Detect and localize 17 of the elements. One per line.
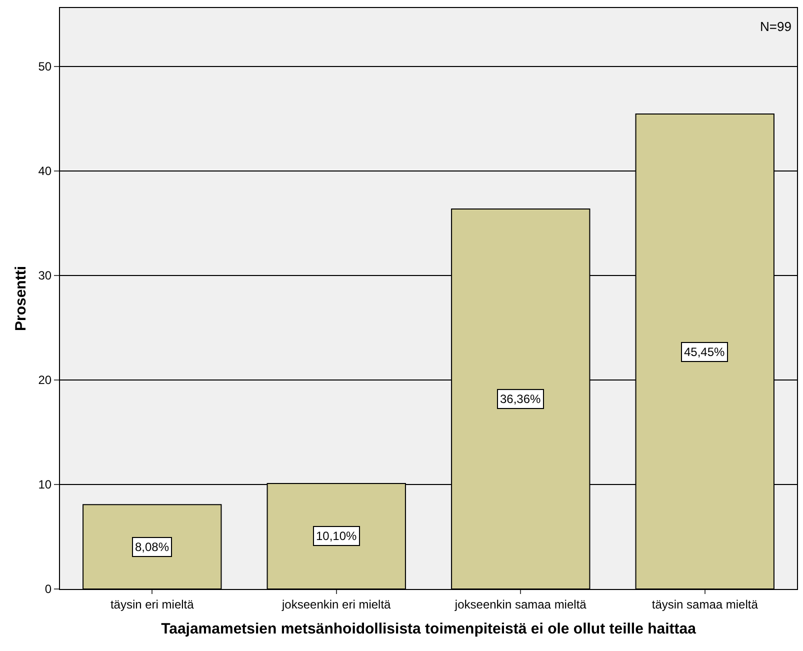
y-axis-title: Prosentti bbox=[12, 266, 30, 332]
y-tick-label: 0 bbox=[44, 582, 52, 596]
x-tick-label: jokseenkin eri mieltä bbox=[281, 597, 392, 612]
y-tick-label: 40 bbox=[38, 164, 52, 178]
annotation: N=99 bbox=[760, 19, 792, 34]
data-label: 10,10% bbox=[316, 529, 358, 543]
x-axis-title: Taajamametsien metsänhoidollisista toimenpiteistä ei ole ollut teille haittaa bbox=[161, 620, 697, 638]
x-tick-label: täysin samaa mieltä bbox=[652, 597, 758, 612]
y-tick-label: 20 bbox=[38, 373, 52, 388]
data-label: 8,08% bbox=[135, 540, 170, 554]
y-tick-label: 50 bbox=[38, 60, 52, 74]
data-label: 45,45% bbox=[684, 345, 726, 359]
y-tick-label: 30 bbox=[38, 268, 52, 283]
x-tick-label: täysin eri mieltä bbox=[110, 597, 194, 612]
y-tick-label: 10 bbox=[38, 478, 52, 492]
data-label: 36,36% bbox=[500, 392, 542, 406]
x-tick-label: jokseenkin samaa mieltä bbox=[454, 597, 587, 612]
